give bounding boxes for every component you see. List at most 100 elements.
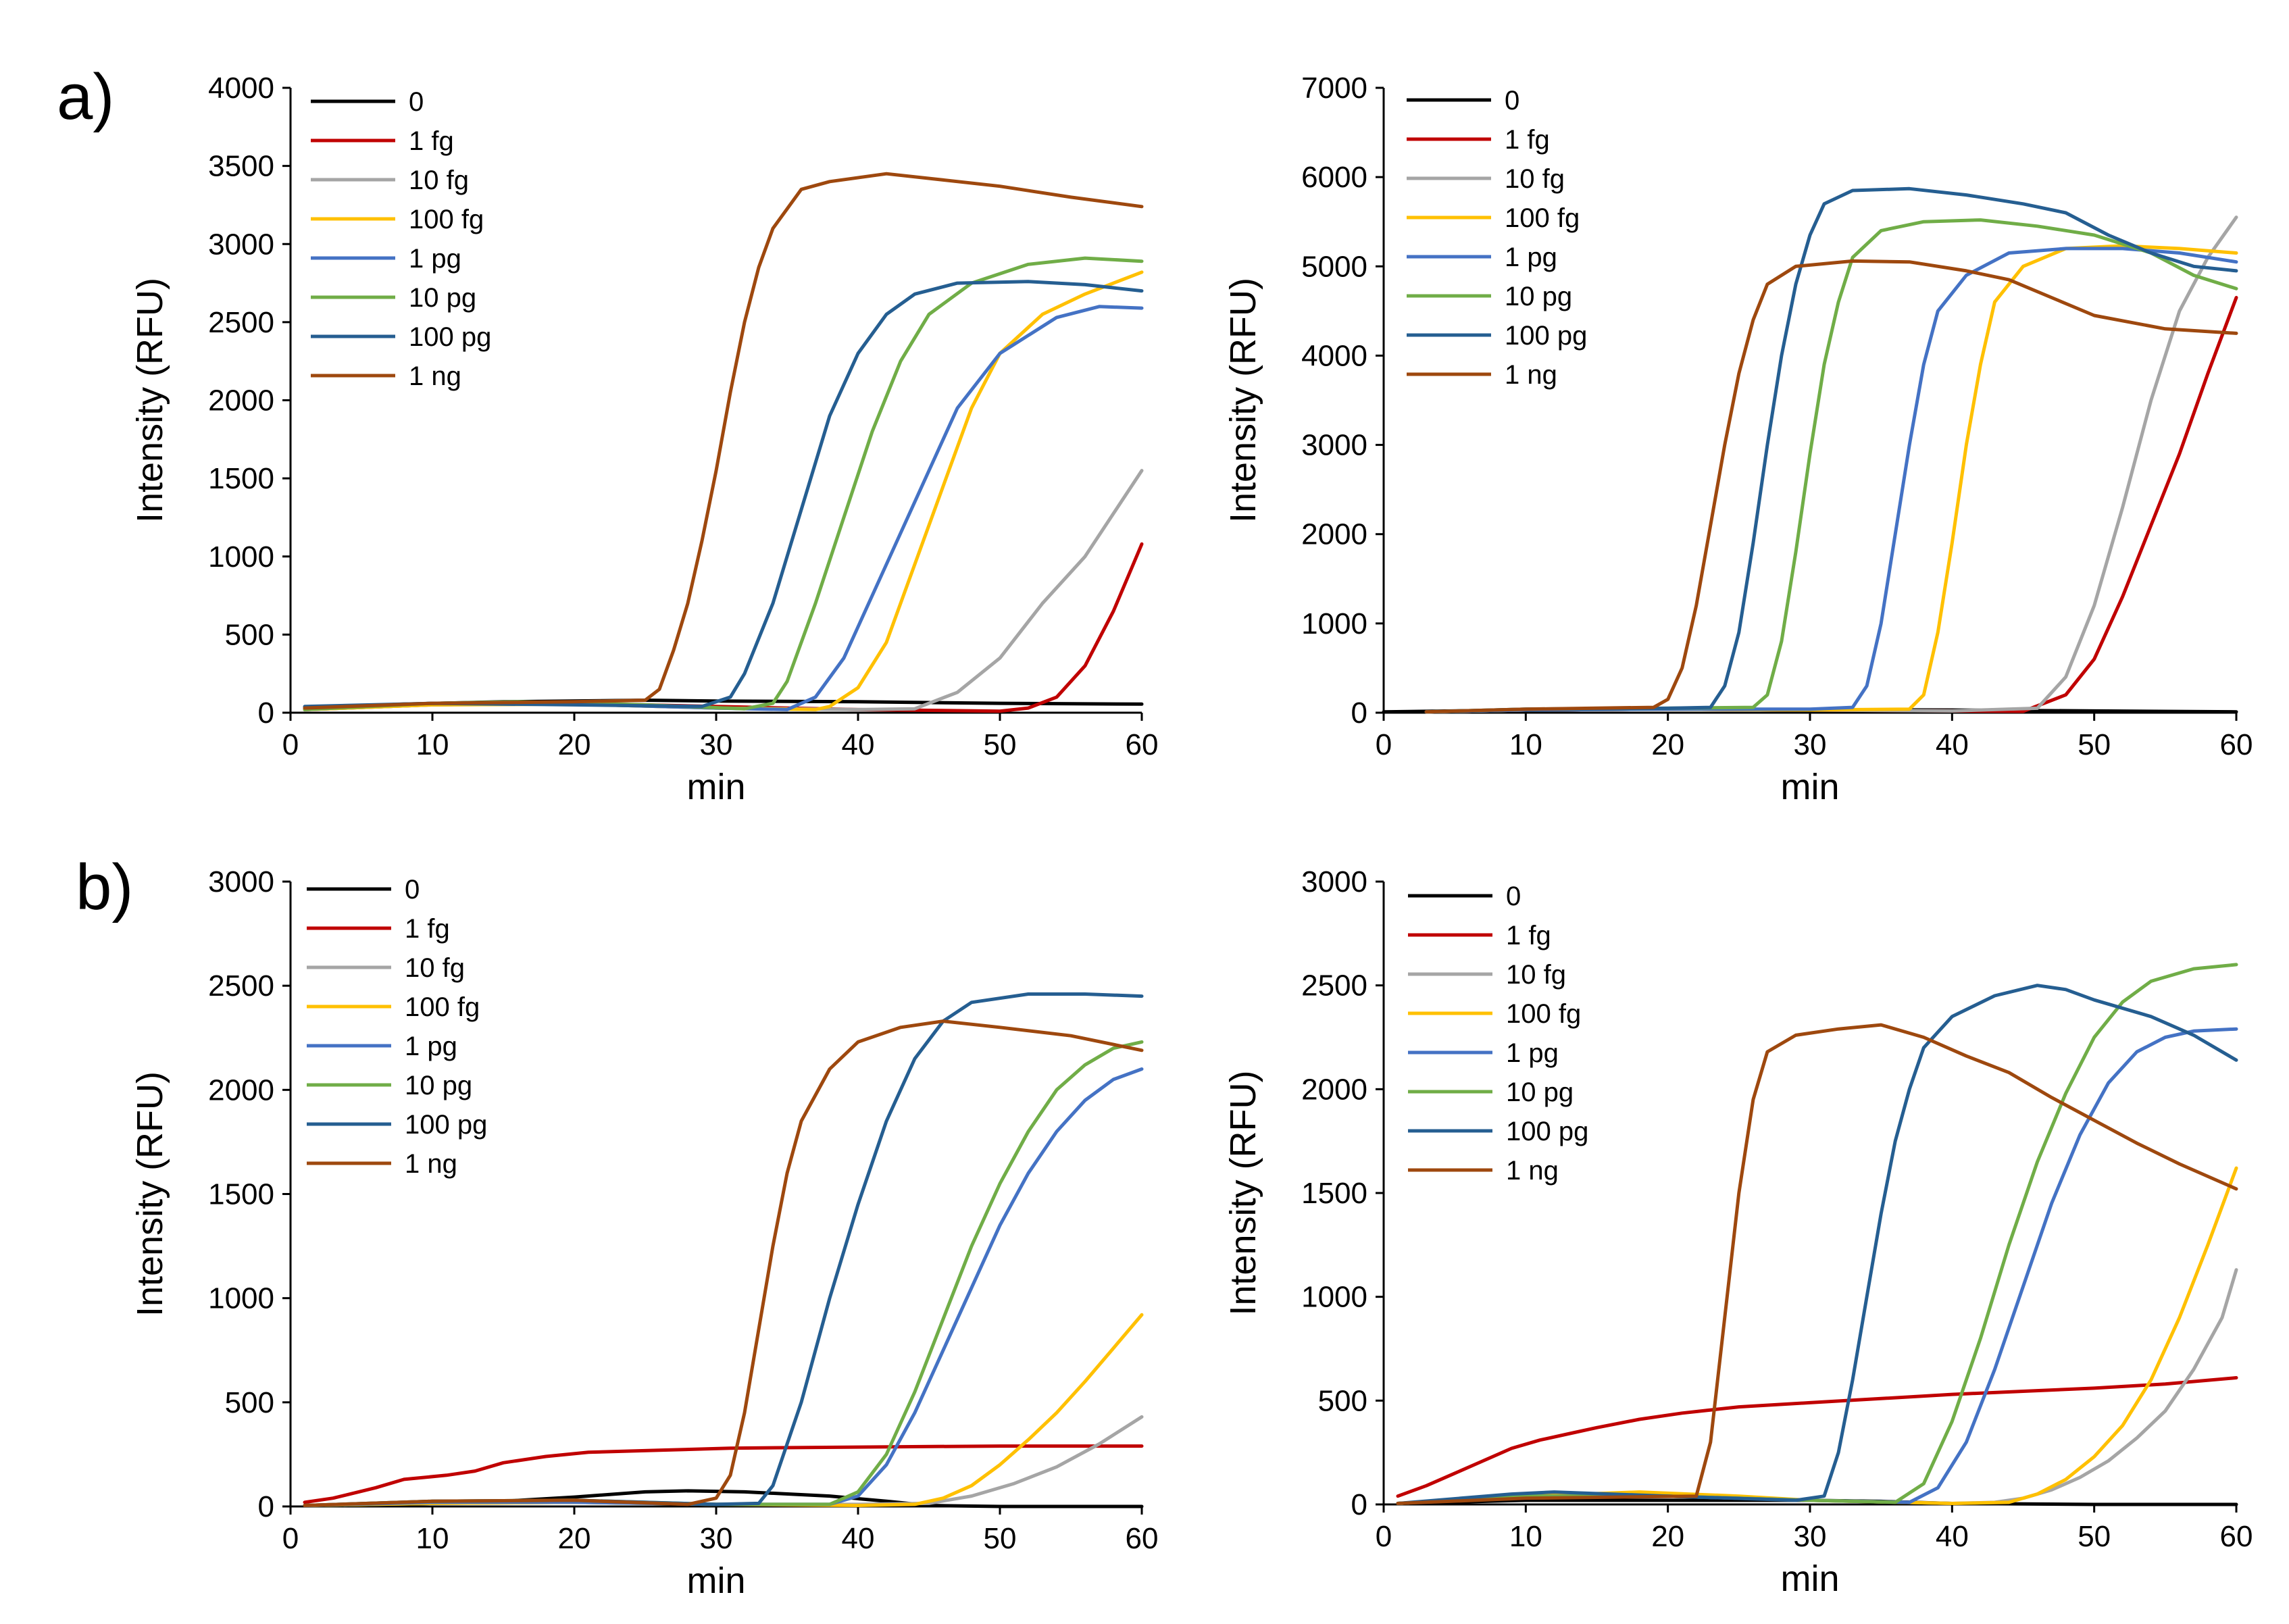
y-tick-label: 1000 [208,1282,274,1315]
legend-label: 1 pg [409,244,461,274]
y-tick-label: 3000 [208,865,274,898]
y-tick-label: 1500 [208,1178,274,1211]
y-tick-label: 3000 [208,228,274,261]
y-tick-label: 500 [1318,1384,1367,1417]
x-tick-label: 40 [1936,728,1969,761]
x-tick-label: 60 [2220,728,2253,761]
legend-label: 1 pg [405,1032,457,1061]
y-axis-title: Intensity (RFU) [130,278,170,523]
x-tick-label: 50 [984,1522,1017,1555]
x-tick-label: 10 [1509,728,1542,761]
series-line-10-fg [1396,1268,2238,1505]
y-tick-label: 3000 [1301,865,1367,898]
x-tick-label: 60 [1126,1522,1159,1555]
y-tick-label: 6000 [1301,161,1367,194]
legend-label: 100 pg [1506,1117,1588,1146]
legend-label: 1 ng [405,1149,457,1179]
y-axis-title: Intensity (RFU) [1223,278,1263,523]
x-tick-label: 0 [1376,728,1392,761]
legend-label: 0 [405,875,420,905]
x-tick-label: 60 [1126,728,1159,761]
y-tick-label: 0 [258,696,274,730]
legend-label: 10 pg [1505,282,1572,311]
y-tick-label: 2000 [208,384,274,417]
legend-label: 100 pg [409,322,491,352]
legend-label: 1 fg [409,126,454,156]
series-line-1-pg [303,1067,1144,1507]
legend-label: 100 fg [1506,999,1581,1029]
y-tick-label: 7000 [1301,72,1367,105]
x-axis-title: min [1780,767,1839,807]
legend-label: 1 ng [1505,360,1557,390]
y-tick-label: 1500 [208,462,274,495]
legend-label: 1 fg [405,914,450,944]
legend-label: 10 pg [1506,1077,1574,1107]
x-tick-label: 30 [1794,728,1827,761]
x-tick-label: 50 [984,728,1017,761]
y-axis-title: Intensity (RFU) [1223,1070,1263,1315]
x-tick-label: 50 [2078,1520,2111,1553]
series-line-100-fg [1396,1166,2238,1505]
series-line-1-pg [1424,247,2238,714]
y-axis-title: Intensity (RFU) [130,1071,170,1317]
x-tick-label: 0 [282,1522,299,1555]
y-tick-label: 2000 [208,1073,274,1107]
legend-label: 10 fg [1505,164,1565,194]
series-line-10-fg [1424,215,2238,714]
legend-label: 10 fg [1506,960,1566,990]
series-line-0 [303,1489,1144,1508]
series-line-1-pg [303,305,1144,711]
legend-label: 100 fg [409,205,484,234]
y-tick-label: 2500 [208,969,274,1003]
y-tick-label: 3500 [208,150,274,183]
y-tick-label: 2500 [208,306,274,339]
series-line-1-pg [1396,1027,2238,1505]
legend-label: 0 [409,87,424,117]
x-tick-label: 40 [1936,1520,1969,1553]
x-axis-title: min [686,1560,745,1601]
legend-label: 1 ng [1506,1156,1559,1186]
panel-label-a: a) [57,61,115,133]
legend-label: 100 fg [1505,203,1580,233]
y-tick-label: 5000 [1301,250,1367,283]
y-tick-label: 1000 [1301,1281,1367,1314]
legend-label: 1 pg [1505,243,1557,272]
series-line-10-pg [1424,218,2238,714]
series-line-0 [303,699,1144,710]
x-axis-title: min [686,767,745,807]
series-line-0 [1382,707,2238,714]
x-tick-label: 20 [1651,1520,1684,1553]
x-tick-label: 20 [558,1522,591,1555]
series-line-100-pg [303,280,1144,709]
x-axis-title: min [1780,1558,1839,1599]
x-tick-label: 30 [1794,1520,1827,1553]
y-tick-label: 0 [1351,1488,1367,1521]
series-line-0 [1396,1498,2238,1506]
series-line-100-pg [1424,186,2238,714]
legend-label: 1 pg [1506,1038,1559,1068]
legend-label: 100 fg [405,992,480,1022]
series-line-10-fg [303,1415,1144,1507]
legend-label: 1 fg [1505,125,1550,155]
series-line-100-pg [1396,984,2238,1505]
series-line-1-fg [1424,296,2238,714]
x-tick-label: 10 [416,1522,449,1555]
series-line-100-pg [303,992,1144,1507]
x-tick-label: 0 [282,728,299,761]
series-line-10-fg [303,469,1144,711]
x-tick-label: 0 [1376,1520,1392,1553]
x-tick-label: 10 [1509,1520,1542,1553]
x-tick-label: 20 [558,728,591,761]
y-tick-label: 0 [258,1490,274,1523]
legend-label: 1 fg [1506,921,1551,950]
y-tick-label: 1500 [1301,1177,1367,1210]
y-tick-label: 1000 [1301,607,1367,640]
x-tick-label: 50 [2078,728,2111,761]
series-line-1-ng [303,1019,1144,1507]
x-tick-label: 60 [2220,1520,2253,1553]
series-line-10-pg [1396,963,2238,1505]
